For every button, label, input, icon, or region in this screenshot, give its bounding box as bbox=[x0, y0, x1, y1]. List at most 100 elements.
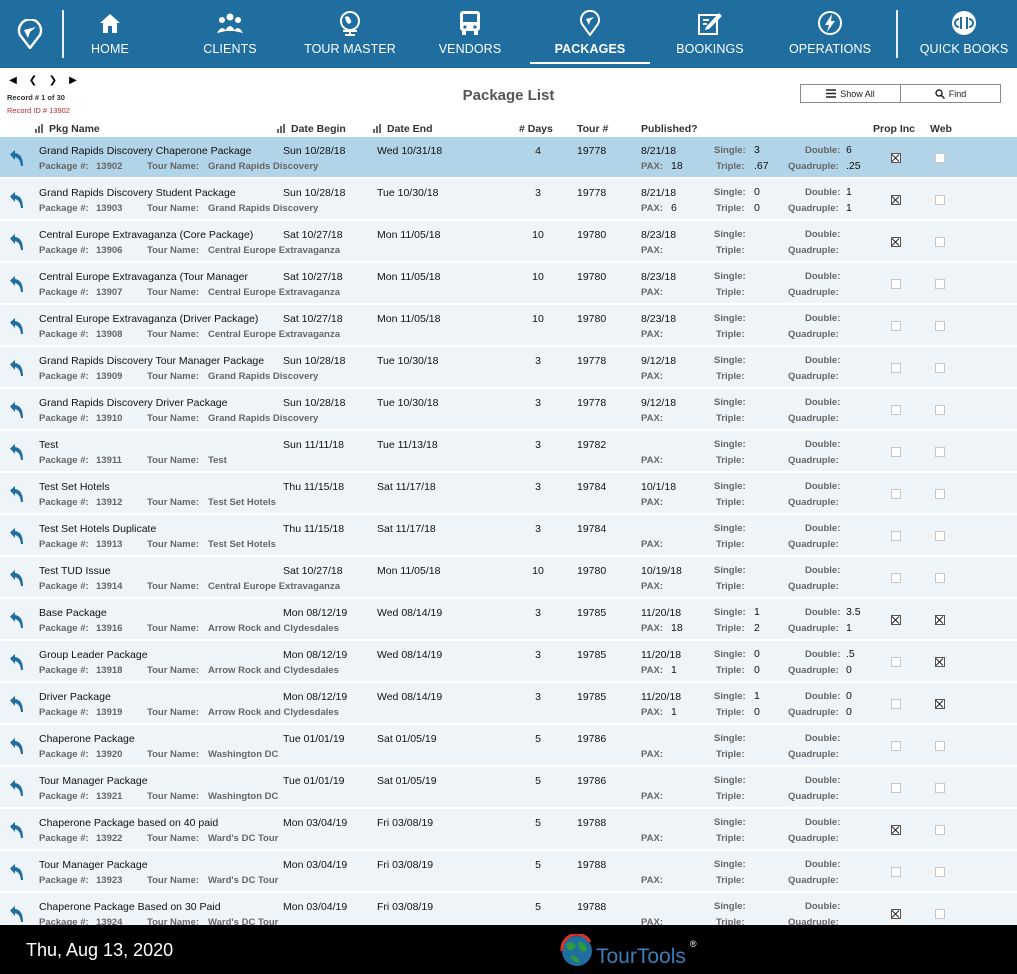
web-checkbox[interactable] bbox=[935, 825, 945, 835]
table-row[interactable]: Grand Rapids Discovery Driver Package Pa… bbox=[0, 389, 1017, 431]
col-header-tour[interactable]: Tour # bbox=[577, 123, 609, 135]
prop-inc-checkbox[interactable] bbox=[891, 615, 901, 625]
nav-operations[interactable]: OPERATIONS bbox=[786, 0, 874, 68]
show-all-button[interactable]: Show All bbox=[800, 84, 901, 103]
prop-inc-checkbox[interactable] bbox=[891, 153, 901, 163]
prop-inc-checkbox[interactable] bbox=[891, 405, 901, 415]
goto-arrow-icon[interactable] bbox=[9, 780, 25, 796]
web-checkbox[interactable] bbox=[935, 363, 945, 373]
table-row[interactable]: Central Europe Extravaganza (Tour Manage… bbox=[0, 263, 1017, 305]
table-row[interactable]: Driver Package Package #: 13919 Tour Nam… bbox=[0, 683, 1017, 725]
goto-arrow-icon[interactable] bbox=[9, 444, 25, 460]
web-checkbox[interactable] bbox=[935, 615, 945, 625]
col-header-pkg-name[interactable]: Pkg Name bbox=[35, 123, 100, 137]
table-row[interactable]: Central Europe Extravaganza (Driver Pack… bbox=[0, 305, 1017, 347]
table-row[interactable]: Tour Manager Package Package #: 13921 To… bbox=[0, 767, 1017, 809]
goto-arrow-icon[interactable] bbox=[9, 906, 25, 922]
nav-packages[interactable]: PACKAGES bbox=[550, 0, 630, 68]
prop-inc-checkbox[interactable] bbox=[891, 321, 901, 331]
goto-arrow-icon[interactable] bbox=[9, 318, 25, 334]
prop-inc-checkbox[interactable] bbox=[891, 783, 901, 793]
goto-arrow-icon[interactable] bbox=[9, 192, 25, 208]
prop-inc-checkbox[interactable] bbox=[891, 237, 901, 247]
table-row[interactable]: Group Leader Package Package #: 13918 To… bbox=[0, 641, 1017, 683]
nav-quick-books[interactable]: QUICK BOOKS bbox=[918, 0, 1010, 68]
prop-inc-checkbox[interactable] bbox=[891, 489, 901, 499]
find-button[interactable]: Find bbox=[900, 84, 1001, 103]
last-record-button[interactable]: ▶ bbox=[69, 75, 77, 86]
web-checkbox[interactable] bbox=[935, 657, 945, 667]
goto-arrow-icon[interactable] bbox=[9, 654, 25, 670]
col-header-date-end[interactable]: Date End bbox=[373, 123, 433, 137]
goto-arrow-icon[interactable] bbox=[9, 486, 25, 502]
nav-tour-master[interactable]: TOUR MASTER bbox=[300, 0, 400, 68]
web-checkbox[interactable] bbox=[935, 741, 945, 751]
prop-inc-checkbox[interactable] bbox=[891, 657, 901, 667]
next-record-button[interactable]: ❯ bbox=[48, 75, 58, 86]
web-checkbox[interactable] bbox=[935, 573, 945, 583]
nav-bookings[interactable]: BOOKINGS bbox=[672, 0, 748, 68]
prop-inc-checkbox[interactable] bbox=[891, 909, 901, 919]
col-header-published[interactable]: Published? bbox=[641, 123, 698, 135]
web-checkbox[interactable] bbox=[935, 237, 945, 247]
prop-inc-checkbox[interactable] bbox=[891, 531, 901, 541]
goto-arrow-icon[interactable] bbox=[9, 528, 25, 544]
prop-inc-checkbox[interactable] bbox=[891, 363, 901, 373]
goto-arrow-icon[interactable] bbox=[9, 234, 25, 250]
web-checkbox[interactable] bbox=[935, 195, 945, 205]
table-row[interactable]: Chaperone Package Based on 30 Paid Packa… bbox=[0, 893, 1017, 925]
table-row[interactable]: Test Package #: 13911 Tour Name: Test Su… bbox=[0, 431, 1017, 473]
goto-arrow-icon[interactable] bbox=[9, 570, 25, 586]
col-header-days[interactable]: # Days bbox=[519, 123, 553, 135]
table-row[interactable]: Grand Rapids Discovery Tour Manager Pack… bbox=[0, 347, 1017, 389]
web-checkbox[interactable] bbox=[935, 489, 945, 499]
nav-vendors[interactable]: VENDORS bbox=[434, 0, 506, 68]
web-checkbox[interactable] bbox=[935, 699, 945, 709]
prop-inc-checkbox[interactable] bbox=[891, 195, 901, 205]
web-checkbox[interactable] bbox=[935, 783, 945, 793]
nav-home[interactable]: HOME bbox=[85, 0, 135, 68]
goto-arrow-icon[interactable] bbox=[9, 360, 25, 376]
prop-inc-checkbox[interactable] bbox=[891, 867, 901, 877]
prop-inc-checkbox[interactable] bbox=[891, 741, 901, 751]
prop-inc-checkbox[interactable] bbox=[891, 699, 901, 709]
col-header-date-begin[interactable]: Date Begin bbox=[277, 123, 346, 137]
web-checkbox[interactable] bbox=[935, 279, 945, 289]
table-row[interactable]: Chaperone Package Package #: 13920 Tour … bbox=[0, 725, 1017, 767]
table-row[interactable]: Tour Manager Package Package #: 13923 To… bbox=[0, 851, 1017, 893]
table-row[interactable]: Central Europe Extravaganza (Core Packag… bbox=[0, 221, 1017, 263]
goto-arrow-icon[interactable] bbox=[9, 696, 25, 712]
col-header-web[interactable]: Web bbox=[930, 123, 952, 135]
prop-inc-checkbox[interactable] bbox=[891, 573, 901, 583]
prop-inc-checkbox[interactable] bbox=[891, 825, 901, 835]
goto-arrow-icon[interactable] bbox=[9, 822, 25, 838]
first-record-button[interactable]: ◀ bbox=[9, 75, 17, 86]
pax-label: PAX: bbox=[641, 203, 663, 214]
nav-clients[interactable]: CLIENTS bbox=[195, 0, 265, 68]
goto-arrow-icon[interactable] bbox=[9, 402, 25, 418]
table-row[interactable]: Test Set Hotels Package #: 13912 Tour Na… bbox=[0, 473, 1017, 515]
web-checkbox[interactable] bbox=[935, 321, 945, 331]
web-checkbox[interactable] bbox=[935, 531, 945, 541]
web-checkbox[interactable] bbox=[935, 909, 945, 919]
table-row[interactable]: Base Package Package #: 13916 Tour Name:… bbox=[0, 599, 1017, 641]
col-header-prop-inc[interactable]: Prop Inc bbox=[873, 123, 916, 135]
web-checkbox[interactable] bbox=[935, 867, 945, 877]
goto-arrow-icon[interactable] bbox=[9, 864, 25, 880]
table-row[interactable]: Grand Rapids Discovery Chaperone Package… bbox=[0, 137, 1017, 179]
goto-arrow-icon[interactable] bbox=[9, 276, 25, 292]
goto-arrow-icon[interactable] bbox=[9, 612, 25, 628]
web-checkbox[interactable] bbox=[935, 405, 945, 415]
web-checkbox[interactable] bbox=[935, 447, 945, 457]
prop-inc-checkbox[interactable] bbox=[891, 279, 901, 289]
table-row[interactable]: Chaperone Package based on 40 paid Packa… bbox=[0, 809, 1017, 851]
prop-inc-checkbox[interactable] bbox=[891, 447, 901, 457]
table-row[interactable]: Test TUD Issue Package #: 13914 Tour Nam… bbox=[0, 557, 1017, 599]
app-logo[interactable] bbox=[0, 0, 60, 68]
previous-record-button[interactable]: ❮ bbox=[28, 75, 38, 86]
table-row[interactable]: Grand Rapids Discovery Student Package P… bbox=[0, 179, 1017, 221]
goto-arrow-icon[interactable] bbox=[9, 738, 25, 754]
web-checkbox[interactable] bbox=[935, 153, 945, 163]
goto-arrow-icon[interactable] bbox=[9, 150, 25, 166]
table-row[interactable]: Test Set Hotels Duplicate Package #: 139… bbox=[0, 515, 1017, 557]
